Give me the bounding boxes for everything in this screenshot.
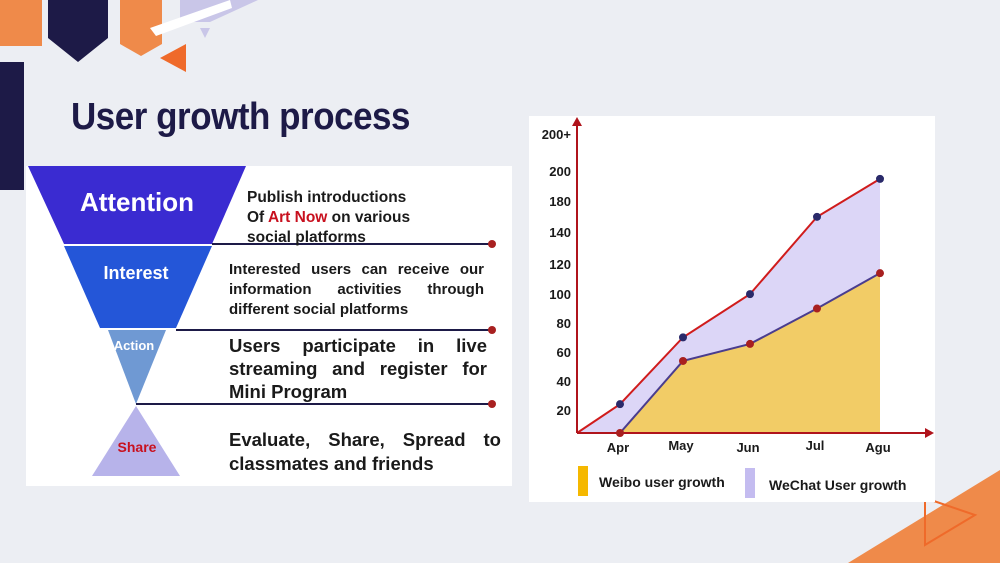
y-tick-label-3: 80 [557,316,571,331]
legend-label-wechat: WeChat User growth [769,477,907,493]
funnel-graphic: Attention Interest Action Share [28,166,496,476]
y-tick-label-9: 200+ [542,127,572,142]
deco-orange-arrow [160,44,186,72]
y-tick-label-0: 20 [557,403,571,418]
y-tick-label-6: 140 [549,225,571,240]
attention-desc-line2: Of Art Now on various [247,208,410,228]
connector-dot-1 [488,240,496,248]
funnel-label-action: Action [114,338,155,353]
deco-orange-square [0,0,42,46]
connector-dot-3 [488,400,496,408]
y-tick-label-1: 40 [557,374,571,389]
point-wechat-jul [813,212,821,221]
y-tick-label-4: 100 [549,287,571,302]
point-weibo-jun [746,339,754,348]
point-wechat-agu [876,174,884,183]
funnel-stage-attention [28,166,246,244]
x-tick-label-agu: Agu [865,440,890,455]
deco-outline-arrow [924,496,978,547]
action-description: Users participate in live streaming and … [229,335,487,402]
attention-desc-post: on various [327,209,411,226]
interest-description: Interested users can receive our informa… [229,261,484,318]
area-weibo [620,273,880,433]
attention-desc-line1: Publish introductions [247,189,407,206]
page-title: User growth process [71,96,411,138]
y-tick-label-8: 200 [549,164,571,179]
point-wechat-jun [746,290,754,299]
legend-swatch-weibo [578,466,588,496]
funnel-panel: Attention Interest Action Share Publish … [26,166,512,486]
x-tick-label-jul: Jul [806,438,825,453]
point-wechat-apr [616,400,624,409]
deco-orange-pentagon [120,0,162,56]
deco-navy-bar [0,62,24,190]
x-tick-label-apr: Apr [607,440,629,455]
point-weibo-jul [813,304,821,313]
point-weibo-may [679,356,687,365]
x-tick-label-jun: Jun [736,440,759,455]
y-tick-label-5: 120 [549,257,571,272]
brand-highlight: Art Now [267,209,328,226]
legend-label-weibo: Weibo user growth [599,474,725,490]
y-tick-label-7: 180 [549,194,571,209]
deco-navy-hexagon [48,0,108,62]
x-axis-arrow [925,428,934,438]
funnel-label-attention: Attention [80,187,194,217]
line-wechat [576,178,881,434]
y-tick-label-2: 60 [557,345,571,360]
attention-description: Publish introductions Of Art Now on vari… [247,188,410,248]
funnel-stage-interest [64,246,212,328]
attention-desc-pre: Of [247,209,268,226]
point-weibo-apr [616,429,624,437]
funnel-label-interest: Interest [103,263,168,283]
deco-lavender-triangle [200,28,210,38]
legend-swatch-wechat [745,468,755,498]
funnel-label-share: Share [118,439,157,455]
connector-dot-2 [488,326,496,334]
share-description: Evaluate, Share, Spread to classmates an… [229,429,501,474]
deco-white-stripe [150,0,232,36]
point-wechat-may [679,333,687,342]
attention-desc-line3: social platforms [247,229,366,246]
funnel-stage-share [92,406,180,476]
x-tick-label-may: May [668,438,694,453]
funnel-stage-action [108,330,166,404]
point-weibo-agu [876,269,884,278]
growth-area-chart: 20 40 60 80 100 120 140 180 200 200+ Apr May Jun Jul A… [542,117,934,455]
chart-panel: 20 40 60 80 100 120 140 180 200 200+ Apr May Jun Jul A… [529,116,935,502]
y-axis-arrow [572,117,582,126]
